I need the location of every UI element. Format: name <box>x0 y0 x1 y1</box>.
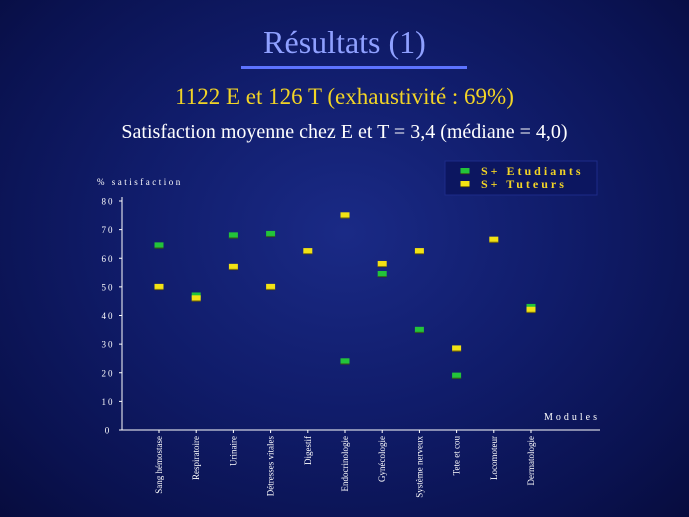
y-tick-label: 60 <box>102 254 115 264</box>
point-tuteurs <box>526 306 536 314</box>
x-tick-label: Système nerveux <box>414 436 424 498</box>
point-tuteurs <box>340 212 350 219</box>
x-tick-label: Détresses vitales <box>266 436 276 497</box>
x-tick-label: Endocrinologie <box>340 436 350 492</box>
legend-box <box>444 160 598 196</box>
x-tick-label: Digestif <box>303 436 313 465</box>
y-tick-label: 40 <box>102 311 115 321</box>
x-tick-label: Gynécologie <box>377 436 387 482</box>
y-tick-label: 80 <box>102 197 115 207</box>
point-etudiants <box>377 270 387 278</box>
y-tick-label: 10 <box>102 397 115 407</box>
legend-marker <box>460 168 470 175</box>
point-tuteurs <box>154 283 164 291</box>
x-tick-label: Respiratoire <box>191 436 201 480</box>
legend-marker <box>460 181 470 188</box>
x-tick-label: Locomoteur <box>489 436 499 480</box>
y-tick-label: 70 <box>102 225 115 235</box>
y-tick-label: 20 <box>102 368 115 378</box>
y-tick-label: 30 <box>102 340 115 350</box>
point-tuteurs <box>228 263 238 271</box>
point-tuteurs <box>266 283 276 291</box>
point-tuteurs <box>191 295 201 302</box>
y-tick-label: 0 <box>105 426 112 436</box>
point-etudiants <box>414 326 424 334</box>
x-tick-label: Urinaire <box>228 436 238 466</box>
point-tuteurs <box>303 248 313 255</box>
x-tick-label: Dermatologie <box>526 436 536 485</box>
point-etudiants <box>228 232 238 239</box>
slide-title: Résultats (1) <box>263 24 426 60</box>
point-tuteurs <box>377 260 387 268</box>
slide-subtitle: 1122 E et 126 T (exhaustivité : 69%) <box>175 84 514 109</box>
point-tuteurs <box>414 248 424 255</box>
legend-label: S+ Etudiants <box>481 164 584 178</box>
point-etudiants <box>154 242 164 249</box>
title-underline <box>241 66 467 69</box>
x-tick-label: Tete et cou <box>452 436 462 476</box>
legend-label: S+ Tuteurs <box>481 177 567 191</box>
x-axis-label: Modules <box>544 412 600 423</box>
slide-subtitle-satisfaction: Satisfaction moyenne chez E et T = 3,4 (… <box>121 121 568 143</box>
point-tuteurs <box>489 236 499 244</box>
point-etudiants <box>266 230 276 238</box>
point-etudiants <box>452 372 462 380</box>
y-axis-label: % satisfaction <box>97 177 183 187</box>
y-tick-label: 50 <box>102 282 115 292</box>
point-tuteurs <box>452 345 462 352</box>
point-etudiants <box>340 358 350 365</box>
x-tick-label: Sang hémostase <box>154 436 164 494</box>
